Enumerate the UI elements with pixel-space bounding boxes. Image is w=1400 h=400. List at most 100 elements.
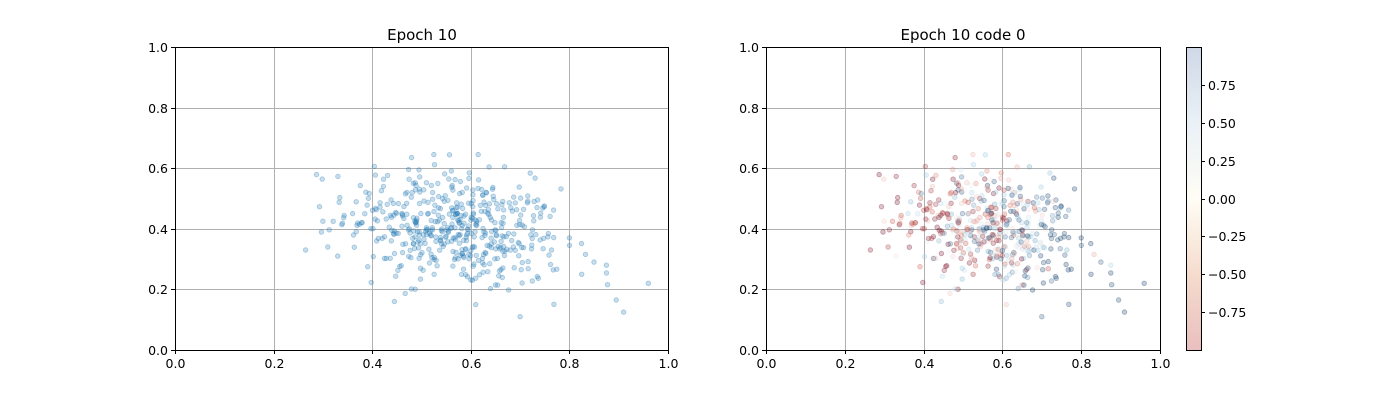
data-point (1021, 206, 1027, 212)
data-point (1000, 230, 1006, 237)
data-point (423, 227, 430, 233)
data-point (335, 173, 341, 180)
data-point (449, 184, 455, 190)
data-point (466, 175, 472, 182)
data-point (454, 210, 461, 217)
data-point (388, 197, 394, 203)
data-point (1001, 243, 1007, 250)
data-point (1031, 247, 1037, 253)
data-point (449, 182, 455, 189)
data-point (410, 235, 416, 241)
data-point (1045, 258, 1051, 265)
data-point (969, 189, 975, 196)
data-point (966, 246, 972, 252)
colorbar-tick-label: −0.75 (1208, 305, 1246, 320)
data-point (1009, 192, 1015, 198)
data-point (456, 218, 462, 224)
data-point (591, 259, 597, 265)
data-point (474, 220, 480, 226)
data-point (404, 222, 410, 228)
data-point (1032, 237, 1038, 244)
data-point (929, 183, 936, 190)
data-point (1037, 253, 1044, 259)
data-point (613, 297, 619, 303)
data-point (496, 273, 502, 279)
data-point (326, 227, 332, 233)
data-point (935, 255, 941, 261)
data-point (421, 187, 427, 193)
data-point (468, 277, 474, 283)
data-point (421, 236, 427, 243)
data-point (977, 229, 983, 235)
data-point (1025, 214, 1032, 220)
data-point (485, 269, 491, 275)
data-point (1013, 210, 1019, 216)
data-point (965, 211, 971, 217)
data-point (1016, 244, 1022, 251)
data-point (504, 246, 510, 253)
data-point (500, 198, 506, 205)
data-point (988, 204, 994, 210)
x-tick-label: 1.0 (1151, 356, 1171, 371)
data-point (514, 222, 520, 228)
data-point (1024, 233, 1031, 239)
data-point (500, 207, 507, 213)
data-point (998, 170, 1004, 176)
data-point (999, 248, 1006, 254)
data-point (418, 210, 424, 217)
data-point (406, 176, 412, 182)
data-point (435, 205, 442, 211)
data-point (894, 199, 900, 205)
data-point (407, 230, 413, 236)
data-point (458, 271, 465, 278)
data-point (958, 232, 964, 238)
data-point (984, 182, 991, 189)
data-point (993, 205, 999, 212)
data-point (537, 237, 543, 243)
data-point (1016, 241, 1022, 247)
data-point (516, 217, 523, 224)
data-point (408, 286, 415, 292)
data-point (541, 203, 547, 209)
data-point (1033, 244, 1040, 250)
data-point (437, 237, 443, 244)
data-point (999, 217, 1006, 223)
data-point (982, 211, 988, 217)
data-point (990, 220, 996, 226)
data-point (380, 176, 387, 182)
data-point (952, 154, 958, 161)
data-point (938, 298, 944, 305)
data-point (330, 218, 336, 224)
data-point (977, 243, 984, 250)
data-point (372, 205, 379, 212)
data-point (407, 247, 413, 253)
data-point (423, 231, 430, 238)
data-point (389, 227, 395, 233)
data-point (547, 213, 553, 220)
data-point (996, 234, 1002, 240)
data-point (944, 210, 950, 217)
data-point (1062, 252, 1068, 258)
data-point (302, 247, 309, 253)
data-point (341, 214, 347, 221)
data-point (406, 253, 412, 260)
data-point (459, 189, 465, 196)
data-point (998, 256, 1004, 262)
data-point (436, 217, 442, 223)
data-point (455, 256, 461, 262)
data-point (534, 273, 540, 280)
data-point (1039, 267, 1046, 273)
data-point (462, 246, 469, 253)
data-point (366, 190, 372, 197)
data-point (936, 238, 942, 244)
data-point (953, 180, 960, 186)
data-point (906, 244, 912, 250)
data-point (404, 200, 410, 206)
data-point (1052, 273, 1059, 280)
data-point (1058, 203, 1064, 209)
data-point (950, 166, 956, 173)
data-point (1006, 272, 1013, 278)
data-point (473, 301, 479, 308)
data-point (412, 180, 418, 186)
data-point (989, 210, 995, 217)
